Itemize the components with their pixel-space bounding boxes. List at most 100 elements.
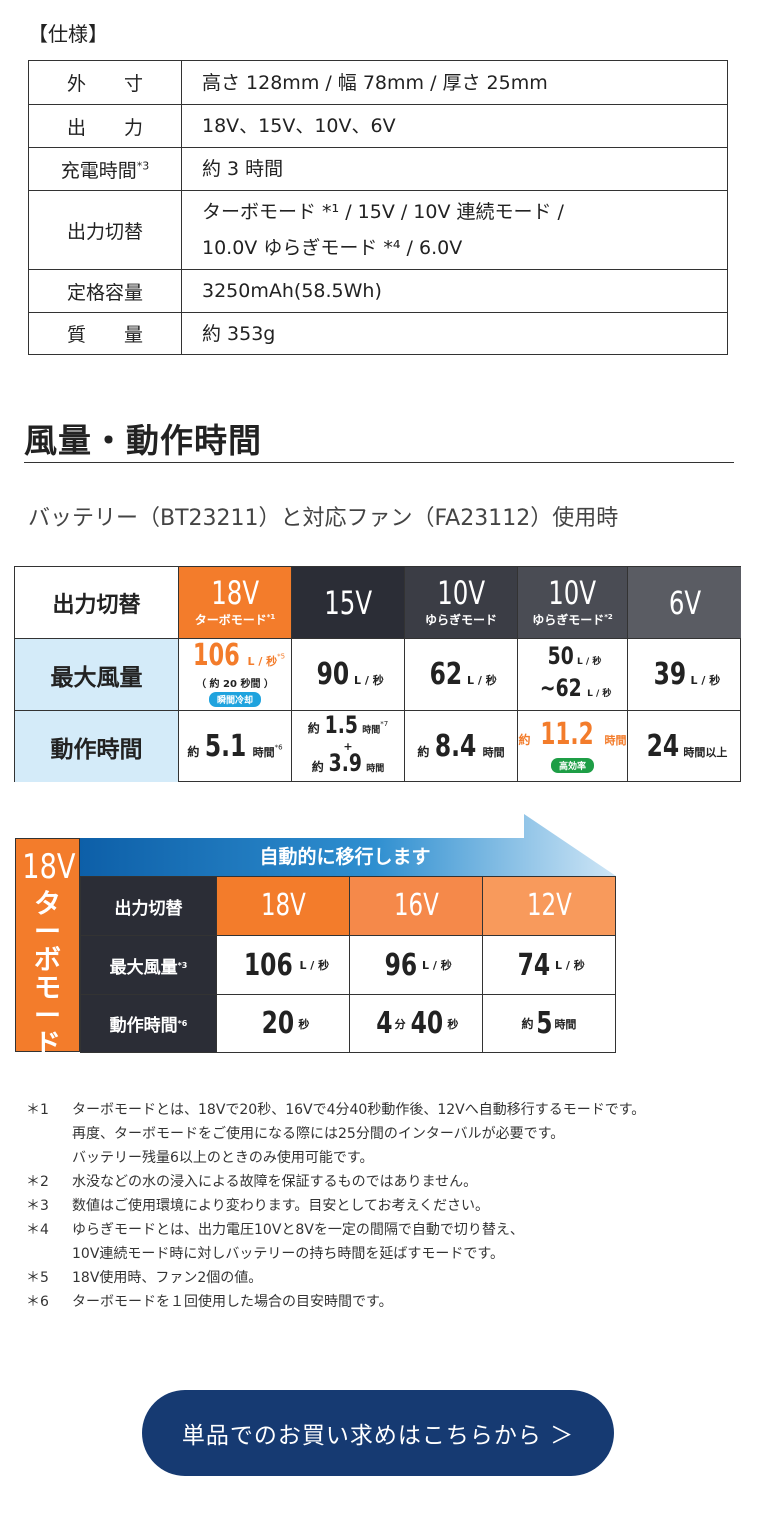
turbo-vertical-text: タ ー ボ モ ー ド *1 — [16, 891, 79, 1069]
spec-row: 出力切替 ターボモード *¹ / 15V / 10V 連続モード / 10.0V… — [28, 190, 728, 270]
transition-arrow-icon — [80, 814, 616, 876]
turbo-time-18v: 20 秒 — [217, 995, 350, 1052]
time-value: 約 5.1 時間*6 — [187, 729, 282, 764]
spec-key: 外 寸 — [28, 60, 182, 105]
time-unit: 時間 — [604, 734, 627, 747]
footnote-line: 18V使用時、ファン2個の値。 — [72, 1270, 263, 1286]
header-10v-yuragi: 10V ゆらぎモード — [405, 567, 518, 639]
footnote-mark: ＊5 — [26, 1270, 49, 1286]
footnote-line: 10V連続モード時に対しバッテリーの持ち時間を延ばすモードです。 — [72, 1246, 504, 1262]
mode-sup: *2 — [604, 613, 613, 621]
turbo-time-16v: 4 分 40 秒 — [350, 995, 483, 1052]
volt-label: 12V — [526, 888, 572, 923]
volt-label: 15V — [324, 583, 372, 622]
turbo-char: ー — [34, 917, 61, 948]
turbo-row-sup: *3 — [177, 960, 188, 970]
time-prefix: 約 — [307, 721, 320, 736]
airflow-unit: L / 秒 — [247, 654, 278, 668]
airflow-value: 90 L / 秒 — [312, 657, 384, 692]
spec-value: ターボモード *¹ / 15V / 10V 連続モード / 10.0V ゆらぎモ… — [181, 190, 728, 270]
spec-key: 出力切替 — [28, 190, 182, 270]
header-10v-yuragi-2: 10V ゆらぎモード*2 — [518, 567, 628, 639]
time-number: 5 — [535, 1006, 553, 1041]
spec-value-line: 10.0V ゆらぎモード *⁴ / 6.0V — [202, 237, 463, 259]
airflow-number: 96 — [384, 947, 418, 983]
spec-value-line: ターボモード *¹ / 15V / 10V 連続モード / — [202, 201, 564, 223]
airflow-number: ~62 — [539, 673, 582, 702]
arrow-label: 自動的に移行します — [259, 846, 431, 868]
airflow-number: 74 — [517, 947, 551, 983]
footnote-mark: ＊2 — [26, 1174, 49, 1190]
spec-row: 出 力 18V、15V、10V、6V — [28, 104, 728, 148]
footnote: ＊5 18V使用時、ファン2個の値。 — [26, 1266, 645, 1290]
turbo-airflow-12v: 74 L / 秒 — [483, 936, 615, 995]
turbo-char: タ — [34, 889, 61, 920]
header-6v: 6V — [628, 567, 741, 639]
footnote: ＊3 数値はご使用環境により変わります。目安としてお考えください。 — [26, 1194, 645, 1218]
turbo-airflow-18v: 106 L / 秒 — [217, 936, 350, 995]
time-unit: 秒 — [447, 1017, 459, 1031]
airflow-value: 62 L / 秒 — [425, 657, 497, 692]
airflow-number: 39 — [653, 657, 686, 692]
time-number: 8.4 — [435, 729, 477, 764]
turbo-row-sup: *6 — [177, 1019, 188, 1028]
time-unit: 時間 — [482, 746, 505, 759]
spec-key: 質 量 — [28, 312, 182, 355]
airflow-unit: L / 秒 — [587, 688, 612, 699]
time-prefix: 約 — [518, 733, 531, 747]
turbo-sup: *1 — [59, 1059, 69, 1068]
airflow-10v: 62 L / 秒 — [405, 639, 518, 711]
footnote-text: ゆらぎモードとは、出力電圧10Vと8Vを一定の間隔で自動で切り替え、 10V連続… — [72, 1218, 524, 1266]
turbo-char: ボ — [34, 945, 61, 976]
footnote-mark: ＊3 — [26, 1198, 49, 1214]
time-value: 約 11.2 時間 — [518, 720, 626, 756]
footnote-line: バッテリー残量6以上のときのみ使用可能です。 — [72, 1150, 374, 1166]
mode-label: ゆらぎモード — [424, 613, 497, 627]
footnote-line: 水没などの水の浸入による故障を保証するものではありません。 — [72, 1174, 478, 1190]
spec-value: 約 353g — [181, 312, 728, 355]
airflow-15v: 90 L / 秒 — [292, 639, 405, 711]
time-number: 1.5 — [324, 710, 358, 739]
airflow-number: 62 — [429, 657, 463, 692]
footnote-text: ターボモードとは、18Vで20秒、16Vで4分40秒動作後、12Vへ自動移行する… — [72, 1098, 645, 1170]
time-number: 24 — [646, 729, 679, 764]
airflow-value: 106 L / 秒*5 — [185, 637, 285, 675]
section-subtitle: バッテリー（BT23211）と対応ファン（FA23112）使用時 — [28, 506, 619, 531]
time-number: 20 — [261, 1006, 294, 1041]
turbo-row-label: 動作時間 *6 — [81, 995, 217, 1052]
spec-row: 定格容量 3250mAh(58.5Wh) — [28, 269, 728, 313]
spec-row: 質 量 約 353g — [28, 312, 728, 355]
turbo-airflow-16v: 96 L / 秒 — [350, 936, 483, 995]
spec-value: 約 3 時間 — [181, 147, 728, 191]
airflow-unit: L / 秒 — [467, 674, 497, 687]
airflow-unit: L / 秒 — [354, 674, 384, 687]
header-label: 出力切替 — [15, 567, 179, 639]
spec-key: 充電時間*3 — [28, 147, 182, 191]
time-number: 4 — [375, 1006, 393, 1041]
airflow-number: 106 — [192, 637, 240, 673]
volt-label: 18V — [260, 888, 306, 923]
header-15v: 15V — [292, 567, 405, 639]
time-sup: *7 — [380, 720, 389, 729]
spec-key: 出 力 — [28, 104, 182, 148]
section-title: 風量・動作時間 — [24, 421, 262, 460]
airflow-value-2: ~62 L / 秒 — [534, 673, 612, 707]
airflow-unit: L / 秒 — [422, 959, 452, 972]
time-number: 3.9 — [328, 748, 362, 777]
buy-single-item-button[interactable]: 単品でのお買い求めはこちらから ＞ — [142, 1390, 614, 1476]
time-6v: 24 時間以上 — [628, 711, 741, 782]
row-label-airflow: 最大風量 — [15, 639, 179, 711]
volt-label: 10V — [548, 574, 597, 612]
airflow-unit: L / 秒 — [690, 674, 721, 687]
time-value: 24 時間以上 — [642, 729, 727, 764]
time-unit: 時間 — [366, 763, 385, 774]
turbo-header-18v: 18V — [217, 877, 350, 936]
mode-sup: *1 — [266, 613, 276, 621]
spec-value: 高さ 128mm / 幅 78mm / 厚さ 25mm — [181, 60, 728, 105]
spec-heading: 【仕様】 — [28, 22, 108, 46]
time-prefix: 約 — [521, 1017, 534, 1031]
time-prefix: 約 — [187, 745, 200, 759]
spec-key: 定格容量 — [28, 269, 182, 313]
time-15v: 約 1.5 時間*7 + 約 3.9 時間 — [292, 711, 405, 782]
turbo-char: モ — [34, 973, 61, 1004]
